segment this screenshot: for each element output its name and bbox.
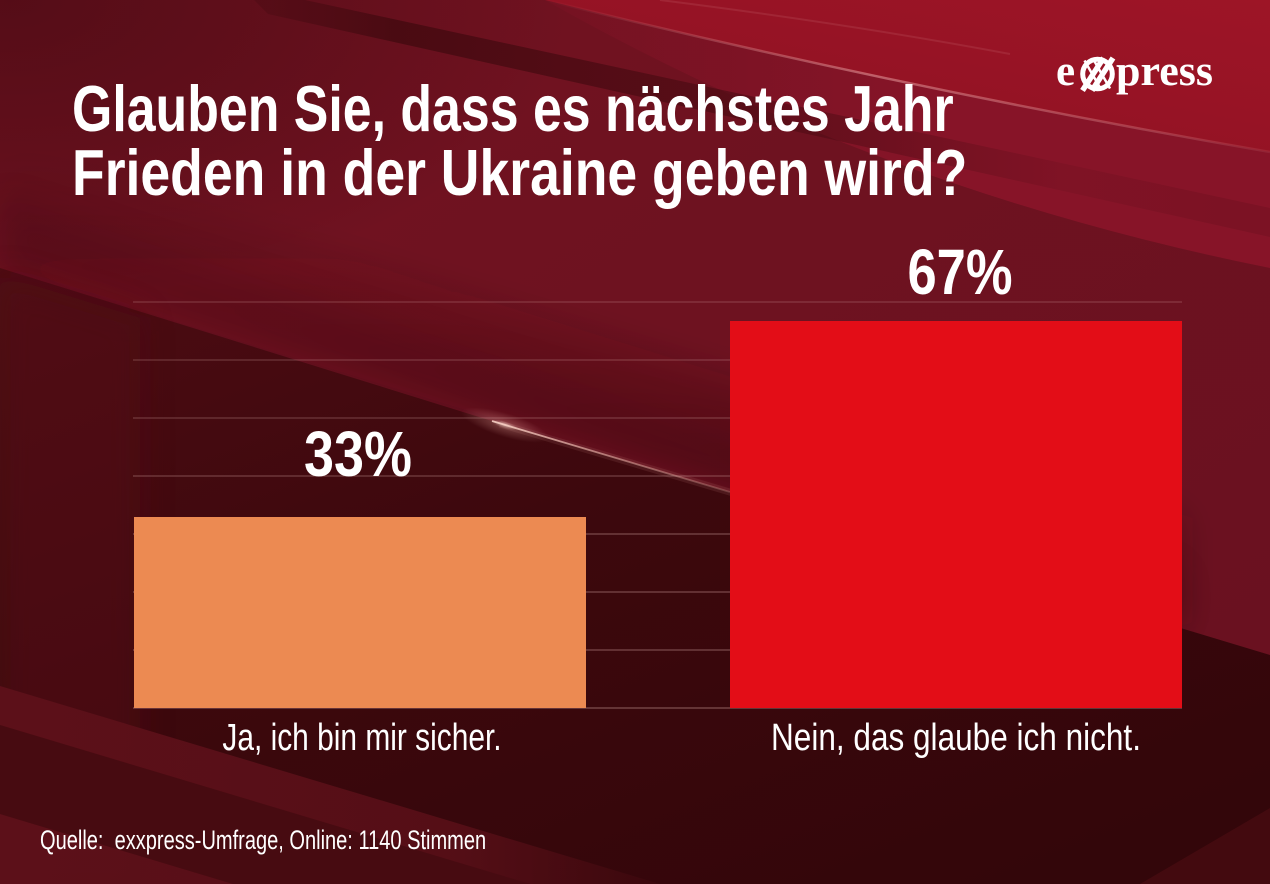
svg-text:e: e (1056, 48, 1075, 95)
svg-text:press: press (1116, 48, 1213, 95)
